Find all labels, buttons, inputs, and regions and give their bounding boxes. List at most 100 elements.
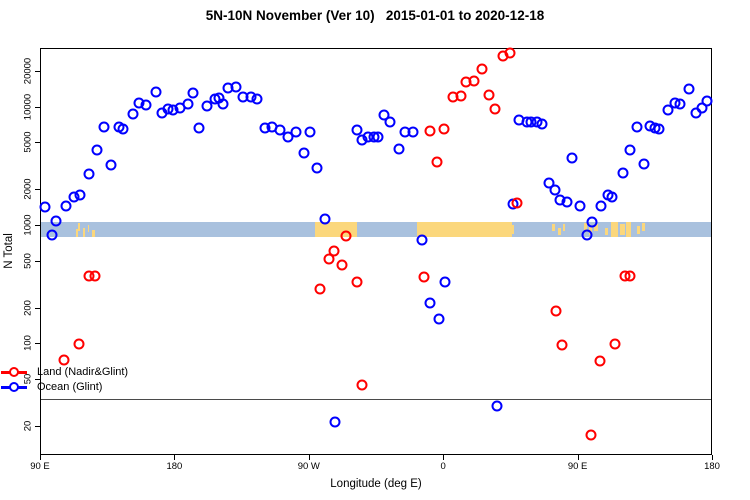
land-patch — [642, 223, 645, 231]
x-axis-tick — [578, 455, 579, 460]
data-point-ocean — [639, 159, 650, 170]
land-patch — [620, 224, 625, 235]
data-point-ocean — [188, 88, 199, 99]
land-patch — [83, 228, 85, 236]
data-point-land — [469, 76, 480, 87]
data-point-ocean — [561, 196, 572, 207]
land-patch — [637, 226, 640, 234]
land-patch — [552, 224, 555, 232]
data-point-ocean — [581, 229, 592, 240]
y-tick-label: 200 — [23, 300, 34, 316]
data-point-land — [511, 197, 522, 208]
data-point-ocean — [632, 121, 643, 132]
data-point-land — [341, 230, 352, 241]
data-point-land — [351, 277, 362, 288]
data-point-ocean — [566, 152, 577, 163]
x-axis-tick — [174, 455, 175, 460]
y-axis-tick — [35, 343, 40, 344]
data-point-ocean — [290, 127, 301, 138]
data-point-ocean — [298, 148, 309, 159]
land-patch — [626, 222, 631, 237]
data-point-land — [314, 283, 325, 294]
data-point-ocean — [373, 132, 384, 143]
plot-area — [40, 48, 712, 455]
x-tick-label: 90 E — [568, 461, 588, 472]
y-tick-label: 50 — [23, 374, 34, 385]
land-patch — [611, 222, 618, 237]
x-axis-tick — [712, 455, 713, 460]
land-patch — [558, 228, 561, 236]
data-point-land — [556, 340, 567, 351]
data-point-ocean — [150, 86, 161, 97]
data-point-land — [484, 89, 495, 100]
x-tick-label: 90 W — [298, 461, 320, 472]
x-tick-label: 0 — [441, 461, 446, 472]
land-patch — [92, 230, 95, 237]
data-point-ocean — [408, 127, 419, 138]
data-point-ocean — [218, 98, 229, 109]
y-tick-label: 10000 — [23, 93, 34, 119]
data-point-ocean — [417, 235, 428, 246]
data-point-land — [594, 356, 605, 367]
data-point-ocean — [98, 121, 109, 132]
data-point-ocean — [684, 84, 695, 95]
land-patch — [512, 225, 515, 234]
data-point-ocean — [74, 189, 85, 200]
data-point-ocean — [574, 201, 585, 212]
y-tick-label: 100 — [23, 335, 34, 351]
data-point-ocean — [319, 213, 330, 224]
data-point-ocean — [654, 123, 665, 134]
land-patch — [78, 223, 80, 231]
y-axis-tick — [35, 426, 40, 427]
data-point-ocean — [440, 277, 451, 288]
data-point-land — [73, 339, 84, 350]
x-tick-label: 90 E — [30, 461, 50, 472]
data-point-land — [58, 355, 69, 366]
data-point-ocean — [91, 144, 102, 155]
data-point-ocean — [194, 122, 205, 133]
data-point-land — [610, 339, 621, 350]
x-tick-label: 180 — [166, 461, 182, 472]
data-point-ocean — [329, 417, 340, 428]
chart-title: 5N-10N November (Ver 10) 2015-01-01 to 2… — [0, 8, 750, 23]
data-point-ocean — [434, 313, 445, 324]
y-tick-label: 20000 — [23, 58, 34, 84]
data-point-land — [432, 156, 443, 167]
data-point-ocean — [40, 201, 51, 212]
data-point-land — [585, 430, 596, 441]
data-point-land — [419, 272, 430, 283]
data-point-land — [89, 270, 100, 281]
y-tick-label: 20 — [23, 421, 34, 432]
land-patch — [417, 222, 512, 237]
data-point-ocean — [83, 169, 94, 180]
data-point-ocean — [117, 124, 128, 135]
data-point-land — [356, 380, 367, 391]
y-axis-tick — [35, 225, 40, 226]
data-point-ocean — [105, 160, 116, 171]
y-tick-label: 5000 — [23, 132, 34, 153]
data-point-ocean — [304, 127, 315, 138]
data-point-ocean — [675, 99, 686, 110]
data-point-ocean — [625, 144, 636, 155]
data-point-ocean — [536, 118, 547, 129]
y-tick-label: 2000 — [23, 179, 34, 200]
y-axis-tick — [35, 142, 40, 143]
data-point-ocean — [702, 95, 713, 106]
data-point-land — [455, 91, 466, 102]
land-patch — [563, 224, 565, 231]
data-point-land — [504, 47, 515, 58]
land-circle-icon — [9, 367, 19, 377]
data-point-ocean — [251, 93, 262, 104]
land-patch — [88, 225, 90, 233]
y-tick-label: 1000 — [23, 214, 34, 235]
y-axis-tick — [35, 379, 40, 380]
land-patch — [605, 228, 608, 236]
data-point-ocean — [385, 117, 396, 128]
data-point-land — [489, 103, 500, 114]
legend-box-line — [41, 399, 711, 401]
x-axis-tick — [443, 455, 444, 460]
data-point-ocean — [46, 229, 57, 240]
legend-label-ocean: Ocean (Glint) — [37, 381, 102, 393]
data-point-ocean — [127, 108, 138, 119]
data-point-ocean — [607, 191, 618, 202]
